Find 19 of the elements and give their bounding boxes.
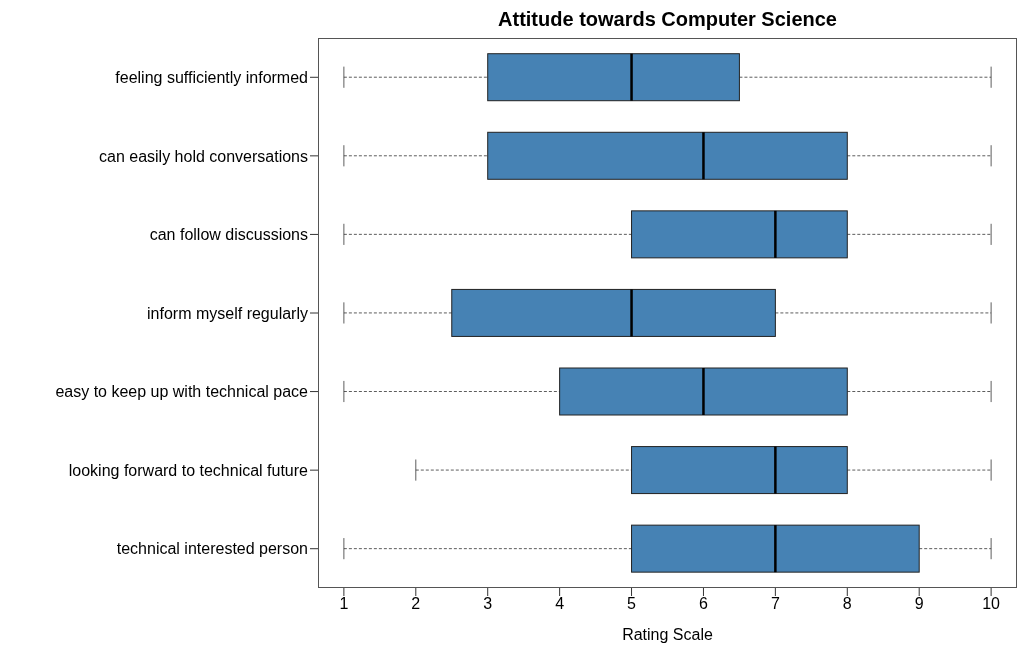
y-tick-label: easy to keep up with technical pace	[55, 383, 309, 401]
chart-title: Attitude towards Computer Science	[497, 8, 838, 31]
y-tick-label: can easily hold conversations	[98, 147, 308, 165]
x-tick-label: 7	[770, 595, 780, 613]
x-axis-title: Rating Scale	[622, 626, 713, 643]
y-tick-label: can follow discussions	[149, 226, 308, 244]
x-tick-label: 9	[914, 595, 924, 613]
x-tick-label: 6	[699, 595, 708, 613]
x-tick-label: 1	[339, 595, 349, 613]
y-tick-label: looking forward to technical future	[68, 461, 309, 479]
y-tick-label: feeling sufficiently informed	[115, 68, 308, 86]
x-tick-label: 3	[483, 595, 493, 613]
x-tick-label: 10	[982, 595, 1001, 613]
y-tick-label: inform myself regularly	[147, 304, 308, 322]
x-tick-label: 2	[411, 595, 421, 613]
x-tick-label: 5	[627, 595, 637, 613]
y-tick-label: technical interested person	[116, 540, 308, 558]
x-tick-label: 8	[842, 595, 852, 613]
x-tick-label: 4	[555, 595, 565, 613]
